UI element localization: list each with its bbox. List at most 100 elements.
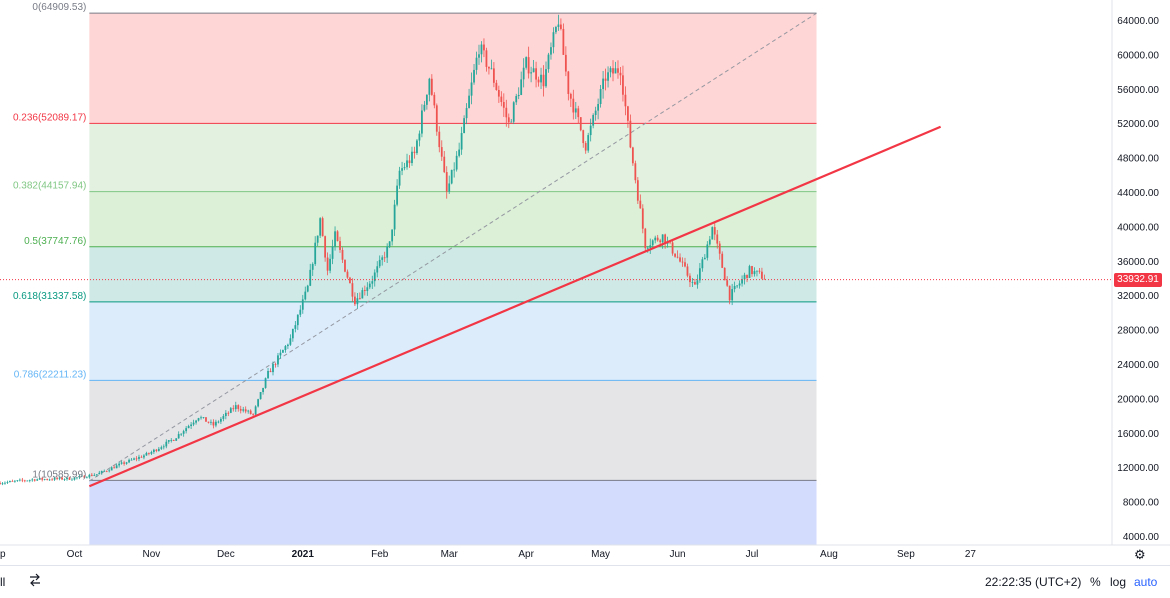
candle-body — [694, 282, 696, 285]
candle-body — [488, 66, 490, 69]
candle — [507, 113, 510, 129]
candle — [517, 87, 520, 100]
candle — [756, 270, 758, 277]
candle — [753, 267, 756, 277]
candle-body — [589, 125, 592, 136]
candle — [741, 275, 743, 287]
candle — [535, 61, 537, 88]
percent-toggle[interactable]: % — [1090, 575, 1101, 589]
fib-zone-0.786 — [89, 380, 817, 481]
candle-body — [433, 94, 436, 106]
candle-body — [557, 24, 560, 27]
candle-body — [602, 78, 604, 90]
log-toggle[interactable]: log — [1110, 575, 1127, 589]
candle-body — [559, 24, 562, 29]
price-chart[interactable]: 0(64909.53) 0.236(52089.17) 0.382(44157.94… — [0, 0, 1170, 565]
fib-lines — [89, 12, 817, 481]
candle — [393, 199, 396, 236]
candle-body — [490, 68, 493, 70]
candle-body — [363, 290, 366, 291]
candle — [706, 241, 709, 261]
candle-body — [262, 387, 264, 393]
price-tick-label: 32000.00 — [1117, 291, 1159, 302]
fib-zone-0 — [89, 13, 817, 124]
price-axis: 4000.00 8000.00 12000.00 16000.00 20000.00 24… — [1111, 0, 1159, 545]
candle — [316, 235, 319, 247]
candle — [386, 243, 389, 264]
candle — [239, 405, 242, 414]
candle — [202, 416, 205, 419]
candle — [552, 27, 555, 54]
candle-body — [252, 413, 255, 415]
candle-body — [23, 480, 26, 482]
trend-line — [88, 125, 942, 488]
candle-body — [532, 68, 535, 73]
candle — [48, 478, 51, 481]
candle-body — [753, 271, 756, 275]
toolbar-left-label[interactable]: ll — [0, 575, 6, 589]
candle — [81, 474, 83, 477]
candle — [53, 476, 56, 481]
candle — [90, 473, 93, 477]
candle — [492, 62, 495, 88]
price-tick-label: 44000.00 — [1117, 188, 1159, 199]
candle — [455, 151, 458, 172]
candle — [63, 478, 66, 481]
candle — [309, 263, 312, 287]
candle-body — [555, 26, 557, 33]
candle-body — [733, 285, 736, 290]
candle — [572, 89, 575, 120]
candle — [629, 114, 632, 149]
candle-body — [609, 68, 612, 73]
candle — [145, 451, 148, 456]
candle-body — [118, 463, 121, 466]
candle-body — [748, 266, 751, 278]
candle — [500, 91, 503, 107]
clock-readout[interactable]: 22:22:35 (UTC+2) — [985, 575, 1082, 589]
candle-body — [567, 71, 570, 94]
candle — [445, 166, 448, 199]
candle — [264, 377, 267, 389]
candle — [349, 276, 351, 284]
candle — [249, 409, 252, 415]
price-tick-label: 16000.00 — [1117, 429, 1159, 440]
candle — [291, 328, 294, 342]
candle — [192, 419, 195, 427]
candle-body — [547, 54, 550, 70]
candle — [200, 415, 202, 420]
time-tick-label: Nov — [142, 549, 160, 560]
time-tick-label: Dec — [217, 549, 235, 560]
candle — [304, 286, 307, 301]
candle-body — [495, 82, 498, 90]
candle-body — [639, 200, 642, 209]
candle — [272, 361, 274, 376]
candle-body — [485, 50, 488, 67]
candle — [185, 426, 188, 434]
candle — [105, 470, 108, 473]
candle — [557, 14, 560, 31]
fib-zone-0.5 — [89, 246, 817, 302]
candle-body — [314, 242, 317, 265]
candle — [299, 305, 302, 318]
candle-body — [671, 242, 674, 254]
candle — [636, 177, 639, 204]
candle-body — [167, 440, 170, 442]
gear-icon[interactable]: ⚙ — [1134, 547, 1146, 562]
candle-body — [180, 433, 183, 435]
candle — [425, 94, 428, 110]
fib-labels: 0(64909.53) 0.236(52089.17) 0.382(44157.94… — [13, 2, 86, 480]
fib-label-0.618: 0.618(31337.58) — [13, 291, 86, 302]
candle-body — [542, 74, 545, 87]
candle-body — [738, 283, 741, 286]
candle — [480, 41, 483, 63]
candle-body — [138, 456, 140, 459]
compare-icon[interactable] — [28, 573, 42, 590]
candle-body — [71, 479, 73, 481]
candle-body — [701, 259, 704, 269]
candle-body — [629, 120, 632, 148]
candle — [654, 235, 657, 244]
auto-toggle[interactable]: auto — [1134, 575, 1158, 589]
candle-body — [192, 422, 195, 425]
candle-body — [631, 147, 634, 164]
candle — [401, 161, 403, 176]
